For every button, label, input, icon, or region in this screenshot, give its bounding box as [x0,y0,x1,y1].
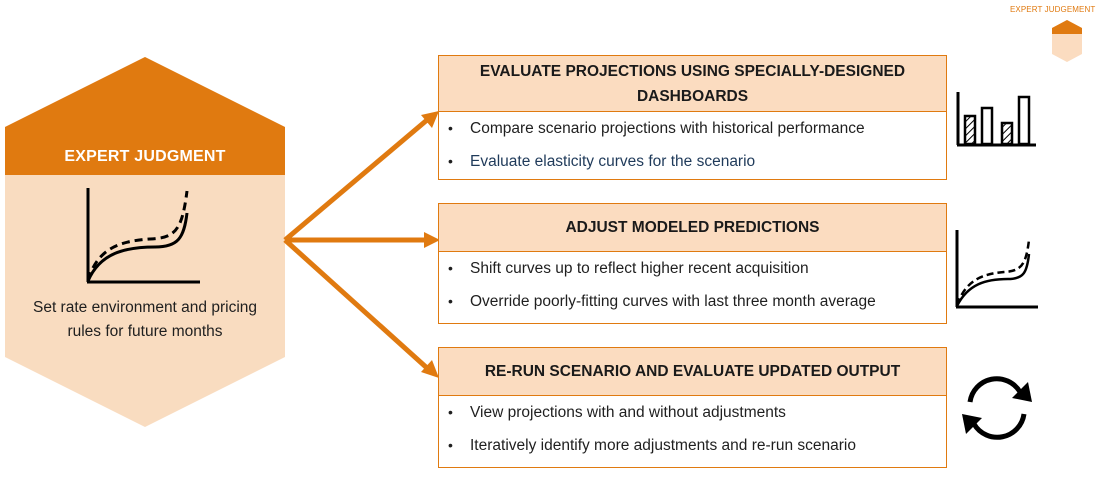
bullet-text: Evaluate elasticity curves for the scena… [470,153,756,170]
corner-hex-icon [1052,20,1082,62]
bullet-text: Compare scenario projections with histor… [470,120,865,137]
step-title: EVALUATE PROJECTIONS USING SPECIALLY-DES… [439,56,946,112]
step-bullet: • Override poorly-fitting curves with las… [448,293,876,310]
bar-chart-icon [956,92,1036,147]
step-title: ADJUST MODELED PREDICTIONS [439,204,946,252]
hub-curve-chart-icon [86,188,200,284]
step-bullet: • Compare scenario projections with histo… [448,120,865,137]
hub-description: Set rate environment and pricing rules f… [32,299,258,340]
arrow-to-step-3 [283,238,429,370]
bullet-text: Iteratively identify more adjustments an… [470,437,856,454]
arrowhead-3 [421,360,439,378]
step-evaluate-projections: EVALUATE PROJECTIONS USING SPECIALLY-DES… [438,55,947,180]
step-bullet: • View projections with and without adjus… [448,404,786,421]
step-title: RE-RUN SCENARIO AND EVALUATE UPDATED OUT… [439,348,946,396]
bullet-text: View projections with and without adjust… [470,404,786,421]
hub-title: EXPERT JUDGMENT [64,148,226,165]
curve-chart-icon [955,230,1038,309]
refresh-cycle-icon [962,376,1032,440]
arrow-to-step-1 [283,118,429,242]
step-bullet: • Iteratively identify more adjustments a… [448,437,856,454]
arrowhead-2 [424,232,440,248]
step-bullet: • Shift curves up to reflect higher recen… [448,260,809,277]
step-rerun-scenario: RE-RUN SCENARIO AND EVALUATE UPDATED OUT… [438,347,947,468]
arrowhead-1 [421,111,439,128]
hub-hexagon [5,57,285,427]
step-bullet: • Evaluate elasticity curves for the scen… [448,153,756,170]
bullet-text: Override poorly-fitting curves with last… [470,293,876,310]
corner-label: EXPERT JUDGEMENT [1010,5,1096,14]
bullet-text: Shift curves up to reflect higher recent… [470,260,809,277]
step-adjust-predictions: ADJUST MODELED PREDICTIONS • Shift curves… [438,203,947,324]
